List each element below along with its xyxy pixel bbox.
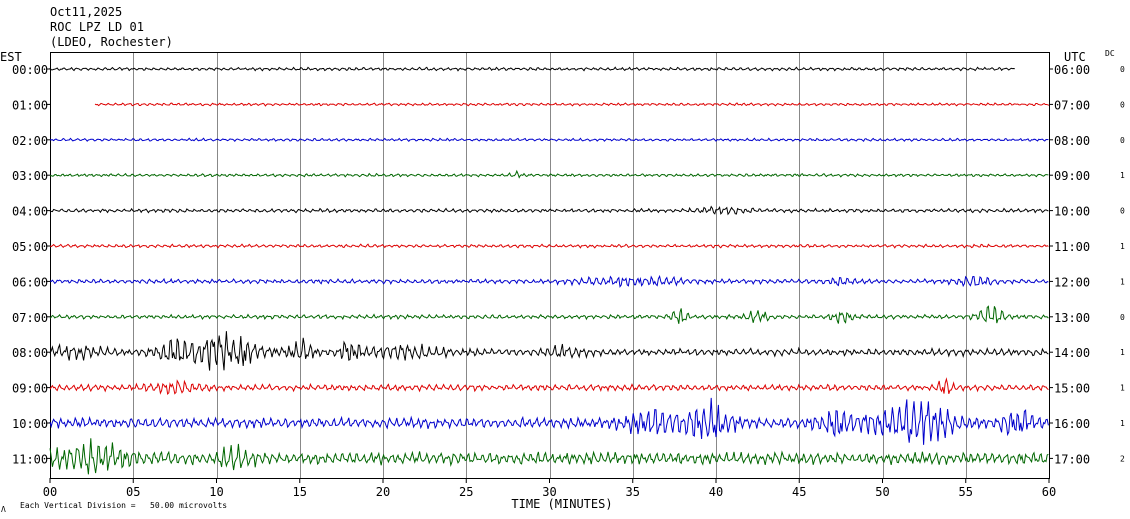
row-labels: 00:00 06:00 0 01:00 07:00 0 02:00 08:00 0 03:00 09…	[12, 63, 1125, 466]
trace-line	[49, 377, 1049, 396]
utc-hour-label: 09:00	[1054, 169, 1090, 183]
est-hour-label: 01:00	[12, 98, 48, 112]
est-hour-label: 08:00	[12, 346, 48, 360]
date-label: Oct11,2025	[50, 5, 122, 19]
scale-note: Each Vertical Division = 50.00 microvolt…	[20, 501, 227, 510]
est-hour-label: 07:00	[12, 311, 48, 325]
trace-line	[94, 102, 1050, 107]
x-tick-label: 50	[875, 485, 889, 499]
utc-label: UTC	[1064, 50, 1086, 64]
grid	[50, 52, 1050, 479]
x-tick-label: 55	[959, 485, 973, 499]
est-hour-label: 06:00	[12, 275, 48, 289]
est-hour-label: 11:00	[12, 452, 48, 466]
x-tick-label: 15	[293, 485, 307, 499]
station-label: ROC LPZ LD 01	[50, 20, 144, 34]
dc-value: 0	[1120, 136, 1125, 145]
est-hour-label: 09:00	[12, 382, 48, 396]
dc-value: 1	[1120, 348, 1125, 357]
dc-value: 0	[1120, 207, 1125, 216]
x-tick-label: 05	[126, 485, 140, 499]
x-tick-label: 40	[709, 485, 723, 499]
utc-hour-label: 07:00	[1054, 98, 1090, 112]
trace-line	[49, 438, 1049, 475]
dc-value: 0	[1120, 65, 1125, 74]
trace-line	[49, 205, 1049, 216]
utc-hour-label: 13:00	[1054, 311, 1090, 325]
dc-value: 1	[1120, 419, 1125, 428]
trace-line	[49, 243, 1049, 249]
traces	[49, 66, 1050, 475]
utc-hour-label: 14:00	[1054, 346, 1090, 360]
dc-value: 1	[1120, 242, 1125, 251]
x-tick-label: 45	[792, 485, 806, 499]
trace-line	[49, 397, 1049, 445]
trace-line	[49, 331, 1049, 371]
x-tick-label: 35	[626, 485, 640, 499]
dc-value: 2	[1120, 454, 1125, 463]
utc-hour-label: 11:00	[1054, 240, 1090, 254]
x-tick-label: 25	[459, 485, 473, 499]
dc-value: 0	[1120, 100, 1125, 109]
dc-label: DC	[1105, 49, 1115, 58]
utc-hour-label: 17:00	[1054, 452, 1090, 466]
x-tick-label: 00	[43, 485, 57, 499]
x-tick-label: 10	[209, 485, 223, 499]
trace-line	[49, 169, 1049, 179]
est-hour-label: 04:00	[12, 205, 48, 219]
network-label: (LDEO, Rochester)	[50, 35, 173, 49]
x-tick-label: 30	[542, 485, 556, 499]
utc-hour-label: 06:00	[1054, 63, 1090, 77]
utc-hour-label: 10:00	[1054, 205, 1090, 219]
trace-line	[49, 274, 1049, 288]
utc-hour-label: 16:00	[1054, 417, 1090, 431]
trace-line	[49, 137, 1049, 143]
trace-line	[49, 66, 1015, 72]
utc-hour-label: 15:00	[1054, 382, 1090, 396]
est-hour-label: 02:00	[12, 134, 48, 148]
x-tick-label: 20	[376, 485, 390, 499]
est-hour-label: 03:00	[12, 169, 48, 183]
x-tick-label: 60	[1042, 485, 1056, 499]
x-axis-ticks: 00 05 10 15 20 25 30 35 40 45 50 55 60	[43, 478, 1056, 499]
est-hour-label: 05:00	[12, 240, 48, 254]
dc-value: 1	[1120, 384, 1125, 393]
est-label: EST	[0, 50, 22, 64]
utc-hour-label: 12:00	[1054, 275, 1090, 289]
est-hour-label: 00:00	[12, 63, 48, 77]
trace-line	[49, 305, 1049, 324]
dc-value: 1	[1120, 171, 1125, 180]
dc-value: 0	[1120, 313, 1125, 322]
utc-hour-label: 08:00	[1054, 134, 1090, 148]
x-axis-title: TIME (MINUTES)	[511, 497, 612, 511]
dc-value: 1	[1120, 277, 1125, 286]
est-hour-label: 10:00	[12, 417, 48, 431]
scale-glyph: Λ	[1, 505, 6, 514]
